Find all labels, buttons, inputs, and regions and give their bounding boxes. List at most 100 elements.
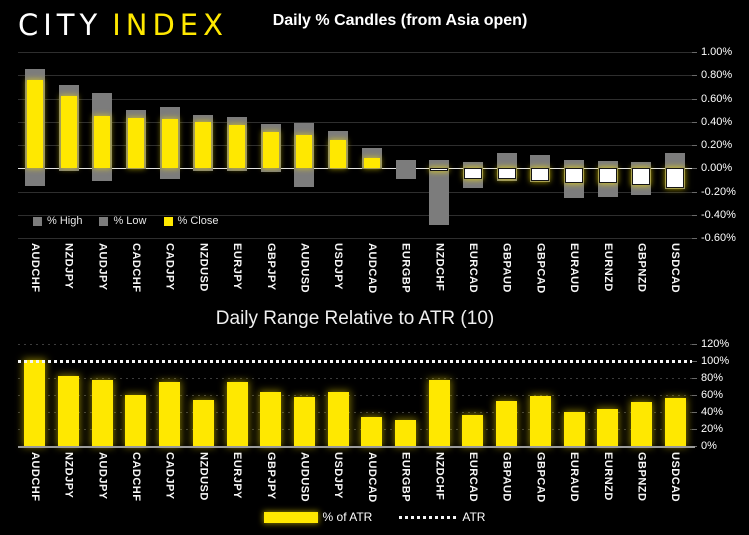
atr-bar-GBPAUD <box>496 400 518 446</box>
atr-x-label-AUDJPY: AUDJPY <box>96 452 109 500</box>
legend-label: % Low <box>113 215 147 227</box>
atr-chart-title: Daily Range Relative to ATR (10) <box>215 308 495 329</box>
atr-bar-EURGBP <box>395 419 417 446</box>
candles-x-label-USDJPY: USDJPY <box>332 243 345 291</box>
atr-bar-AUDCAD <box>361 417 383 446</box>
atr-x-label-NZDCHF: NZDCHF <box>433 452 446 501</box>
candles-gridline <box>18 98 692 100</box>
candle-close-GBPJPY <box>262 132 279 169</box>
candles-y-tickmark <box>692 168 697 170</box>
legend-swatch <box>99 216 109 226</box>
candles-x-label-AUDUSD: AUDUSD <box>298 243 311 294</box>
candles-y-tickmark <box>692 75 697 77</box>
candles-x-label-EURNZD: EURNZD <box>601 243 614 292</box>
atr-x-label-CADJPY: CADJPY <box>163 452 176 500</box>
atr-bar-AUDJPY <box>91 379 113 446</box>
candle-close-EURAUD <box>565 168 584 184</box>
atr-y-tick-label: 20% <box>701 423 724 435</box>
atr-y-tickmark <box>692 412 697 413</box>
candles-x-label-EURCAD: EURCAD <box>466 243 479 294</box>
atr-x-label-AUDCAD: AUDCAD <box>365 452 378 503</box>
candles-gridline <box>18 121 692 123</box>
candles-x-label-EURJPY: EURJPY <box>231 243 244 291</box>
atr-y-tickmark <box>692 361 697 362</box>
legend-item-pct-of-atr: % of ATR <box>263 510 373 524</box>
candle-close-NZDCHF <box>430 168 449 171</box>
logo-index-text: INDEX <box>112 8 229 42</box>
candles-y-tick-label: 1.00% <box>701 46 733 58</box>
legend-swatch <box>33 216 42 226</box>
candles-gridline <box>18 168 692 170</box>
candle-close-CADJPY <box>161 119 178 169</box>
candle-close-AUDCHF <box>26 79 43 169</box>
candle-range-NZDCHF <box>429 160 450 226</box>
atr-x-label-AUDCHF: AUDCHF <box>28 452 41 502</box>
atr-y-tick-label: 60% <box>701 389 724 401</box>
atr-bar-NZDUSD <box>192 400 214 446</box>
candles-y-tick-label: -0.20% <box>701 185 736 198</box>
legend-item-high: % High <box>33 215 82 227</box>
candles-chart-legend: % High % Low % Close <box>33 215 218 227</box>
candle-close-EURNZD <box>598 168 617 184</box>
candles-x-label-NZDCHF: NZDCHF <box>433 243 446 292</box>
candle-close-NZDUSD <box>195 121 212 169</box>
atr-bar-GBPJPY <box>260 391 282 446</box>
atr-y-tick-label: 100% <box>701 355 730 367</box>
legend-label: % High <box>47 215 83 227</box>
atr-gridline <box>18 378 692 379</box>
atr-x-label-EURGBP: EURGBP <box>399 452 412 503</box>
atr-bar-GBPNZD <box>630 401 652 446</box>
candles-y-tickmark <box>692 191 697 193</box>
candles-gridline <box>18 238 692 239</box>
atr-bar-USDCAD <box>664 398 686 446</box>
candles-x-label-CADCHF: CADCHF <box>129 243 142 293</box>
candle-close-GBPAUD <box>497 168 516 179</box>
atr-y-tickmark <box>692 344 697 345</box>
legend-item-close: % Close <box>163 215 218 227</box>
candles-y-tick-label: -0.60% <box>701 232 736 244</box>
atr-reference-line <box>18 360 692 363</box>
candles-gridline <box>18 214 692 216</box>
candles-x-label-GBPNZD: GBPNZD <box>635 243 648 293</box>
atr-bar-GBPCAD <box>529 395 551 446</box>
atr-x-label-GBPAUD: GBPAUD <box>500 452 513 502</box>
candles-y-tickmark <box>692 52 697 53</box>
candles-y-tick-label: -0.40% <box>701 208 736 221</box>
legend-swatch <box>163 216 173 226</box>
candle-range-EURGBP <box>395 160 416 179</box>
candles-y-tickmark <box>692 214 697 216</box>
candle-close-AUDUSD <box>296 134 313 169</box>
candles-x-label-AUDCHF: AUDCHF <box>28 243 41 293</box>
atr-bar-EURNZD <box>597 409 619 446</box>
candles-x-label-NZDJPY: NZDJPY <box>62 243 75 290</box>
candle-close-CADCHF <box>127 118 144 169</box>
candles-x-label-GBPJPY: GBPJPY <box>264 243 277 291</box>
atr-bar-NZDCHF <box>428 379 450 446</box>
legend-label: ATR <box>462 510 486 524</box>
city-index-logo: CITY INDEX <box>18 8 228 42</box>
atr-bar-EURCAD <box>462 415 484 446</box>
candles-x-label-NZDUSD: NZDUSD <box>197 243 210 292</box>
candles-y-tickmark <box>692 98 697 100</box>
candles-y-tickmark <box>692 121 697 123</box>
atr-y-tick-label: 0% <box>701 440 717 452</box>
candle-close-NZDJPY <box>60 96 77 169</box>
candles-y-tick-label: 0.80% <box>701 69 733 82</box>
atr-bar-AUDUSD <box>293 396 315 446</box>
atr-bar-EURJPY <box>226 382 248 446</box>
legend-bar-swatch <box>263 511 318 523</box>
candles-y-tick-label: 0.00% <box>701 162 733 175</box>
candles-x-label-AUDJPY: AUDJPY <box>96 243 109 291</box>
legend-label: % of ATR <box>322 510 373 524</box>
candles-x-label-AUDCAD: AUDCAD <box>365 243 378 294</box>
atr-x-label-EURCAD: EURCAD <box>466 452 479 503</box>
candles-y-tick-label: 0.20% <box>701 139 733 151</box>
atr-x-label-USDCAD: USDCAD <box>669 452 682 503</box>
atr-x-label-EURNZD: EURNZD <box>601 452 614 501</box>
atr-y-tickmark <box>692 395 697 396</box>
atr-x-label-USDJPY: USDJPY <box>332 452 345 500</box>
candle-close-EURJPY <box>229 125 246 169</box>
atr-y-tick-label: 120% <box>701 338 730 350</box>
candles-chart-title: Daily % Candles (from Asia open) <box>272 12 528 29</box>
